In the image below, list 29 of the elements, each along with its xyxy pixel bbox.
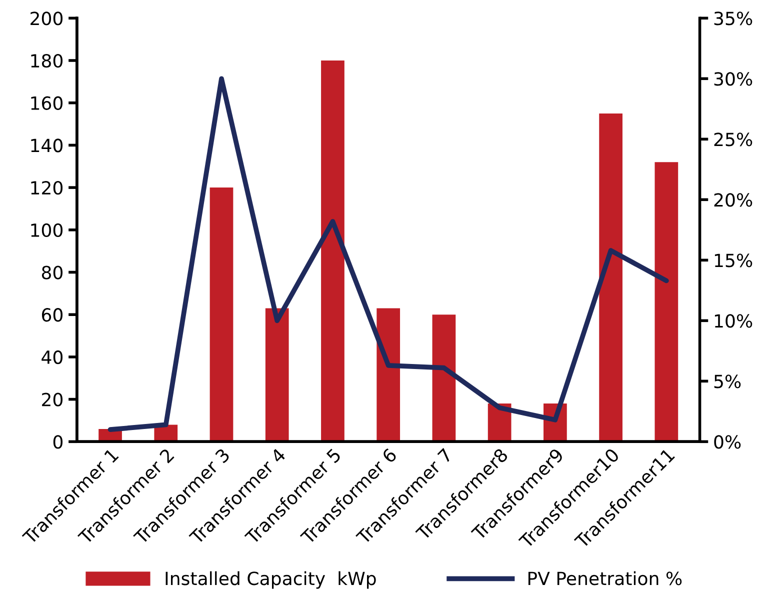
bar xyxy=(432,314,456,442)
y2-tick-label: 15% xyxy=(714,254,752,268)
y2-tick-label: 5% xyxy=(714,374,741,388)
bar xyxy=(376,308,400,442)
y2-tick-label: 0% xyxy=(714,435,741,449)
y-tick-label: 100 xyxy=(31,223,63,238)
legend-label: Installed Capacity kWp xyxy=(166,571,376,589)
y-tick-label: 200 xyxy=(30,12,63,26)
y2-tick-label: 10% xyxy=(714,314,752,328)
y-tick-label: 60 xyxy=(42,308,63,322)
y2-tick-label: 25% xyxy=(714,132,752,146)
legend-label: PV Penetration % xyxy=(528,571,682,586)
y-tick-label: 120 xyxy=(31,181,63,195)
y-tick-label: 20 xyxy=(42,392,63,406)
line-series xyxy=(108,76,669,432)
y-tick-label: 140 xyxy=(31,138,63,152)
y-tick-label: 180 xyxy=(31,54,63,68)
y-tick-label: 0 xyxy=(53,435,63,449)
y2-tick-label: 35% xyxy=(714,12,752,26)
bar xyxy=(321,60,344,442)
bar xyxy=(654,162,678,442)
y-tick-label: 40 xyxy=(42,350,63,364)
y2-tick-label: 30% xyxy=(714,72,752,86)
y2-tick-label: 20% xyxy=(714,193,752,207)
y-tick-label: 80 xyxy=(42,266,63,280)
bar xyxy=(265,308,289,442)
bar xyxy=(210,188,234,442)
y-tick-label: 160 xyxy=(31,96,63,110)
bar xyxy=(599,113,622,442)
